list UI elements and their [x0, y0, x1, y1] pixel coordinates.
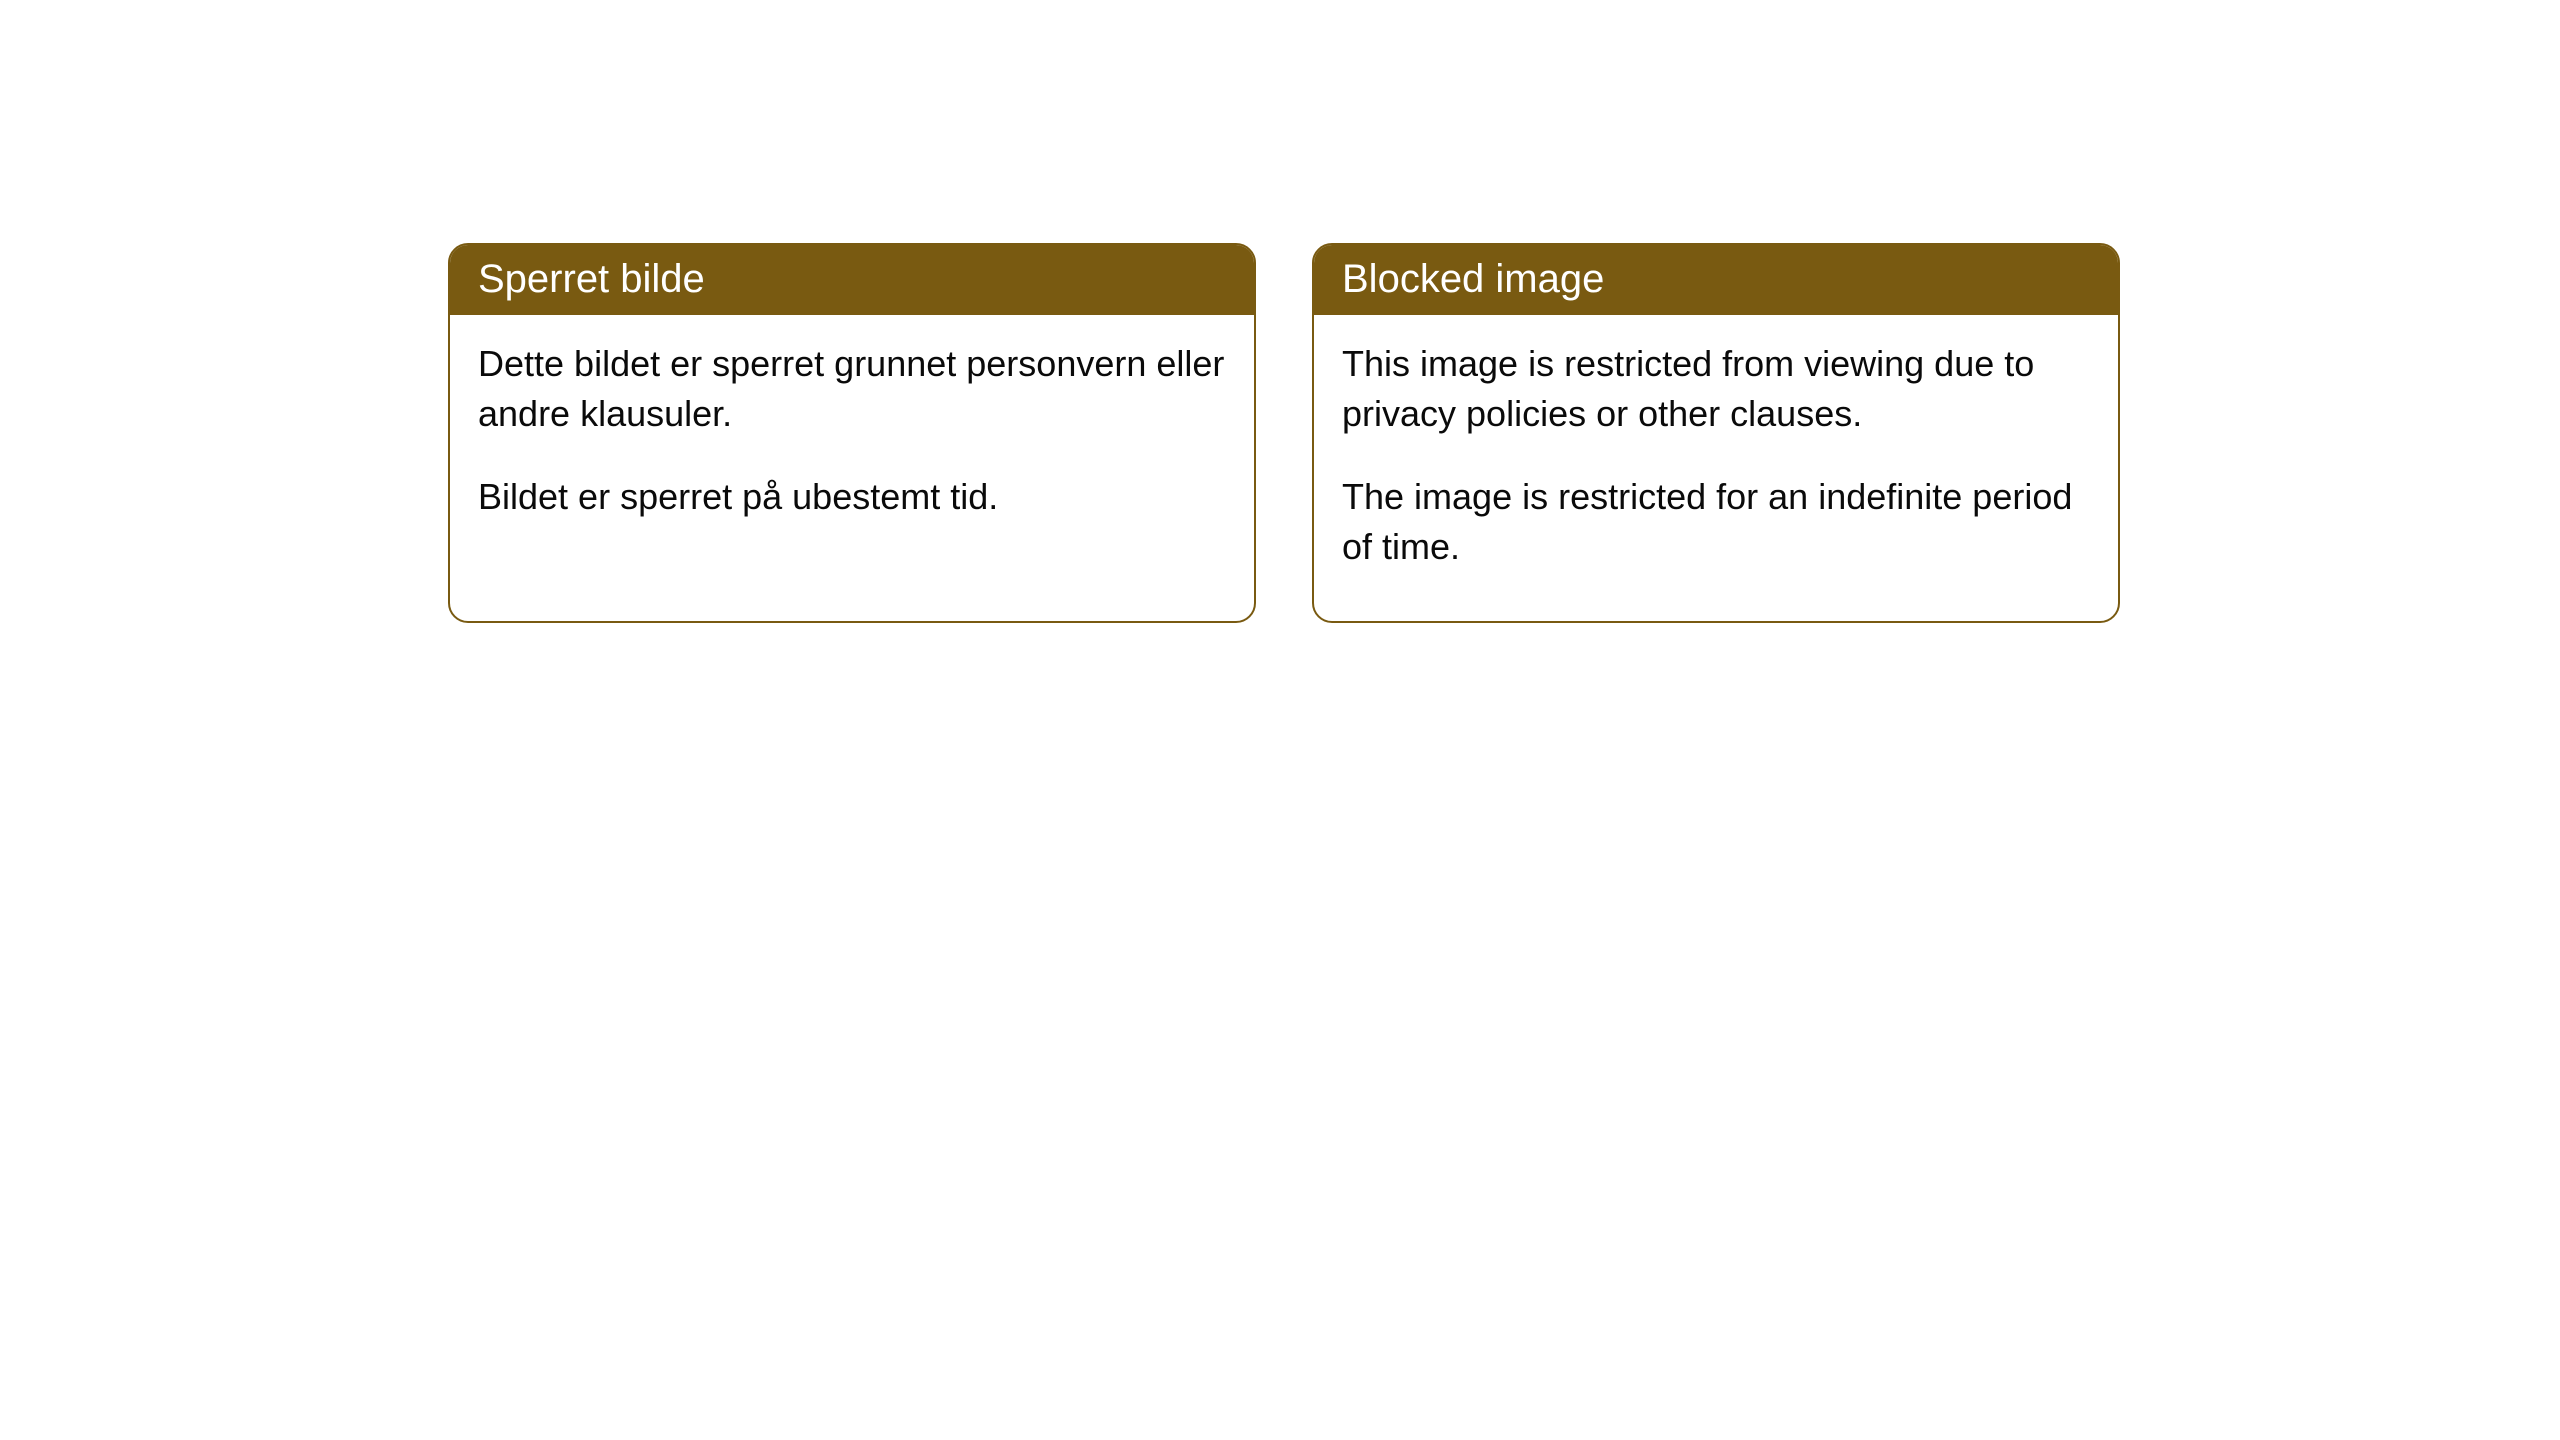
notice-cards-container: Sperret bilde Dette bildet er sperret gr… — [0, 0, 2560, 623]
card-paragraph: Bildet er sperret på ubestemt tid. — [478, 472, 1226, 522]
card-body: Dette bildet er sperret grunnet personve… — [450, 315, 1254, 570]
blocked-image-card-norwegian: Sperret bilde Dette bildet er sperret gr… — [448, 243, 1256, 623]
card-title: Blocked image — [1314, 245, 2118, 315]
card-title: Sperret bilde — [450, 245, 1254, 315]
card-paragraph: This image is restricted from viewing du… — [1342, 339, 2090, 440]
blocked-image-card-english: Blocked image This image is restricted f… — [1312, 243, 2120, 623]
card-paragraph: Dette bildet er sperret grunnet personve… — [478, 339, 1226, 440]
card-paragraph: The image is restricted for an indefinit… — [1342, 472, 2090, 573]
card-body: This image is restricted from viewing du… — [1314, 315, 2118, 621]
